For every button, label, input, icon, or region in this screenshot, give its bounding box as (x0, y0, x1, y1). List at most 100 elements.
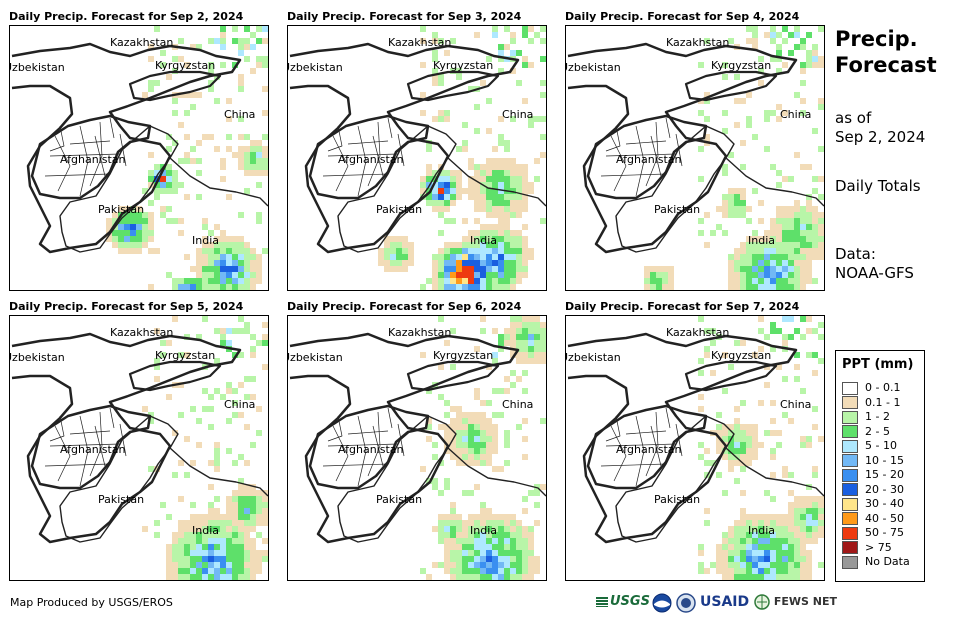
map-svg: Kazakhstan Uzbekistan Kyrgyzstan China Afgha… (288, 26, 546, 290)
province-boundary (645, 411, 659, 477)
panel-title: Daily Precip. Forecast for Sep 4, 2024 (565, 10, 800, 23)
country-label: Kyrgyzstan (711, 349, 771, 362)
map-svg: Kazakhstan Uzbekistan Kyrgyzstan China Afgha… (566, 316, 824, 580)
province-boundary (357, 415, 367, 487)
data-label: Data: (835, 245, 876, 263)
legend-label: > 75 (865, 540, 892, 554)
legend-swatch (842, 526, 858, 540)
panel-title: Daily Precip. Forecast for Sep 2, 2024 (9, 10, 244, 23)
kyrgyzstan-boundary (684, 360, 778, 392)
legend-swatch (842, 555, 858, 569)
afghanistan-boundary (586, 404, 708, 490)
legend-label: 20 - 30 (865, 482, 904, 496)
province-boundary (605, 153, 677, 157)
forecast-title-line2: Forecast (835, 53, 937, 77)
country-label: Afghanistan (616, 443, 682, 456)
country-label: Pakistan (98, 203, 144, 216)
legend-label: 30 - 40 (865, 497, 904, 510)
legend-label: 5 - 10 (865, 439, 897, 452)
region-boundary (567, 42, 798, 254)
panel-title: Daily Precip. Forecast for Sep 7, 2024 (565, 300, 800, 313)
province-boundary (94, 425, 106, 467)
province-boundary (650, 135, 662, 177)
kyrgyzstan-boundary (684, 70, 778, 102)
data-source: NOAA-GFS (835, 264, 914, 282)
province-boundary (69, 430, 111, 435)
legend-label: 10 - 15 (865, 453, 904, 467)
legend-label: 1 - 2 (865, 410, 890, 423)
kyrgyzstan-boundary (128, 360, 222, 392)
country-label: Afghanistan (60, 443, 126, 456)
legend-swatch (842, 454, 858, 467)
province-boundary (605, 443, 677, 447)
country-label: Kyrgyzstan (155, 349, 215, 362)
province-boundary (69, 140, 111, 145)
province-boundary (327, 415, 343, 442)
legend-title: PPT (mm) (842, 357, 914, 372)
period-label: Daily Totals (835, 177, 921, 195)
as-of-label: as of (835, 109, 872, 127)
province-boundary (332, 135, 349, 192)
afghanistan-boundary (30, 404, 152, 490)
precip-map: Kazakhstan Uzbekistan Kyrgyzstan China Afgha… (9, 25, 269, 291)
legend-swatch (842, 541, 858, 554)
kyrgyzstan-boundary (406, 360, 500, 392)
province-boundary (610, 425, 627, 482)
afghanistan-boundary (308, 114, 430, 200)
country-label: Pakistan (376, 493, 422, 506)
legend-swatch (842, 512, 858, 525)
province-boundary (89, 411, 103, 477)
usaid-logo: USAID (700, 594, 750, 610)
legend-item: 1 - 2 (842, 410, 890, 424)
legend-item: 0 - 0.1 (842, 381, 900, 395)
precip-map: Kazakhstan Uzbekistan Kyrgyzstan China Afgha… (287, 315, 547, 581)
province-boundary (49, 153, 121, 157)
precip-field (142, 316, 268, 580)
province-boundary (372, 425, 384, 467)
precip-map: Kazakhstan Uzbekistan Kyrgyzstan China Afgha… (565, 25, 825, 291)
precip-field (106, 26, 268, 290)
province-boundary (109, 407, 115, 429)
legend-item: 5 - 10 (842, 439, 897, 453)
legend-swatch (842, 468, 858, 482)
province-boundary (49, 443, 121, 447)
country-label: China (502, 108, 533, 121)
precip-map: Kazakhstan Uzbekistan Kyrgyzstan China Afgha… (287, 25, 547, 291)
kyrgyzstan-boundary (128, 70, 222, 102)
usgs-wave-icon (596, 596, 608, 607)
country-label: India (748, 234, 775, 247)
province-boundary (49, 415, 65, 442)
legend-item: > 75 (842, 541, 892, 555)
province-boundary (665, 117, 671, 139)
province-boundary (367, 411, 381, 477)
doc-seal-icon (676, 590, 696, 614)
country-label: Pakistan (376, 203, 422, 216)
province-boundary (109, 117, 115, 139)
india-boundary (725, 447, 824, 497)
country-label: Kyrgyzstan (711, 59, 771, 72)
legend-swatch (842, 396, 858, 409)
map-panel-sep4: Daily Precip. Forecast for Sep 4, 2024 K… (565, 10, 825, 297)
map-credit: Map Produced by USGS/EROS (10, 596, 173, 609)
province-boundary (327, 125, 343, 152)
legend-item: 30 - 40 (842, 497, 904, 511)
legend-swatch (842, 439, 858, 453)
india-boundary (447, 157, 546, 207)
country-label: China (224, 108, 255, 121)
country-label: Kyrgyzstan (433, 349, 493, 362)
afghanistan-boundary (308, 404, 430, 490)
legend-label: 0 - 0.1 (865, 381, 901, 394)
country-label: Kazakhstan (666, 326, 729, 339)
as-of-date: Sep 2, 2024 (835, 128, 926, 146)
country-label: Uzbekistan (288, 351, 343, 364)
country-label: Uzbekistan (288, 61, 343, 74)
agency-logos: USGS USAID FEWS NET (596, 590, 837, 614)
map-svg: Kazakhstan Uzbekistan Kyrgyzstan China Afgha… (10, 316, 268, 580)
country-label: Uzbekistan (566, 61, 621, 74)
country-label: Afghanistan (338, 443, 404, 456)
legend-label: 0.1 - 1 (865, 395, 901, 409)
province-boundary (347, 140, 389, 145)
country-label: Afghanistan (616, 153, 682, 166)
province-boundary (665, 407, 671, 429)
